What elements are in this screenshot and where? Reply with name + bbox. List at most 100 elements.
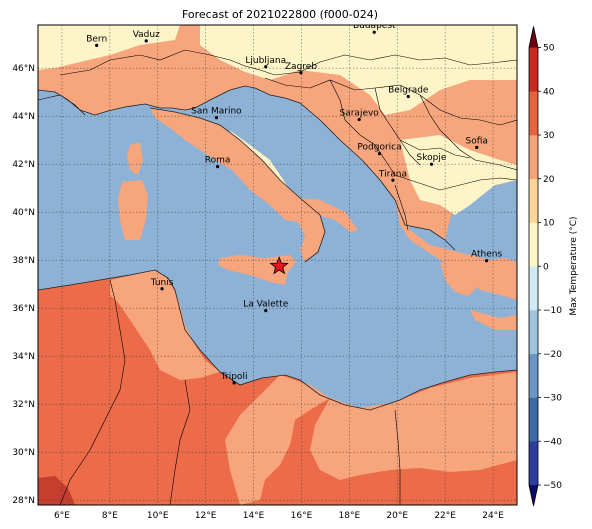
longitude-tick-label: 22°E <box>434 511 456 521</box>
city-label: Ljubljana <box>245 56 286 66</box>
colorbar-tick-label: −10 <box>543 306 562 316</box>
colorbar-tick-label: −40 <box>543 437 562 447</box>
latitude-tick-label: 44°N <box>12 112 35 122</box>
city-label: La Valette <box>243 300 288 310</box>
latitude-tick-label: 28°N <box>12 496 35 506</box>
city-label: Belgrade <box>388 86 429 96</box>
city-marker <box>216 165 220 169</box>
colorbar-segment <box>529 47 538 92</box>
longitude-tick-label: 16°E <box>291 511 313 521</box>
city-marker <box>391 178 395 182</box>
cold-region-west <box>38 25 180 70</box>
city-marker <box>377 152 382 156</box>
colorbar: 50 40 30 20 10 0 −10 −20 −30 −40 −50 <box>528 26 562 507</box>
italy-land <box>150 108 325 262</box>
colorbar-segment <box>529 266 538 311</box>
city-marker <box>232 381 236 385</box>
coastlines <box>38 85 517 411</box>
map-title: Forecast of 2021022800 (f000-024) <box>182 8 378 21</box>
colorbar-tick-label: 10 <box>543 219 555 229</box>
hot-spot-south-west <box>38 476 75 505</box>
latitude-tick-label: 36°N <box>12 304 35 314</box>
colorbar-tick-label: 20 <box>543 175 555 185</box>
colorbar-tick-label: 50 <box>543 44 555 54</box>
longitude-tick-label: 12°E <box>195 511 217 521</box>
city-marker <box>264 309 268 313</box>
longitude-tick-label: 6°E <box>54 511 70 521</box>
colorbar-tick-label: −30 <box>543 394 562 404</box>
colorbar-segment <box>529 441 538 486</box>
crete-land <box>470 310 517 330</box>
city-label: Sofia <box>466 136 488 146</box>
colorbar-over-arrow <box>529 26 538 48</box>
cold-region-balkans <box>400 135 517 215</box>
latitude-tick-label: 32°N <box>12 400 35 410</box>
latitude-tick-label: 42°N <box>12 160 35 170</box>
city-label: Zagreb <box>285 62 317 72</box>
corsica-land <box>127 142 143 175</box>
city-label: Vaduz <box>133 30 160 40</box>
forecast-point-star-icon <box>269 256 289 275</box>
latitude-tick-label: 40°N <box>12 208 35 218</box>
longitude-tick-label: 8°E <box>102 511 118 521</box>
colorbar-segment <box>529 222 538 267</box>
city-label: Tunis <box>150 278 174 288</box>
latitude-tick-label: 34°N <box>12 352 35 362</box>
city-marker <box>475 145 479 149</box>
borders <box>38 49 517 505</box>
colorbar-tick-label: 30 <box>543 131 555 141</box>
city-label: Athens <box>471 250 502 260</box>
city-label: Roma <box>205 156 231 166</box>
city-marker <box>406 94 410 99</box>
sardinia-land <box>118 180 148 240</box>
city-marker <box>357 117 361 122</box>
colorbar-tick-label: 40 <box>543 87 555 97</box>
colorbar-segment <box>529 91 538 136</box>
city-label: Budapest <box>353 21 396 31</box>
egypt-mild-region <box>310 372 517 480</box>
greece-land <box>395 200 517 300</box>
city-label: Tirana <box>378 169 407 179</box>
colorbar-segment <box>529 397 538 442</box>
city-marker <box>372 30 376 34</box>
latitude-tick-labels: 46°N 44°N 42°N 40°N 38°N 36°N 34°N 32°N 30°N 28°N <box>12 64 35 506</box>
city-marker <box>264 65 268 69</box>
city-marker <box>144 39 148 43</box>
colorbar-label: Max Temperature (°C) <box>569 216 579 315</box>
libya-coast-mild <box>225 375 330 505</box>
city-marker <box>429 162 434 166</box>
sicily-land <box>218 255 296 285</box>
map-frame <box>37 24 518 506</box>
city-marker <box>299 71 303 75</box>
latitude-tick-label: 38°N <box>12 256 35 266</box>
cold-region-alps <box>200 25 517 115</box>
colorbar-segment <box>529 310 538 355</box>
colorbar-tick-label: 0 <box>543 262 549 272</box>
colorbar-tick-label: −50 <box>543 481 562 491</box>
colorbar-segment <box>529 353 538 398</box>
tunisia-mild-region <box>110 270 220 380</box>
longitude-tick-label: 18°E <box>339 511 361 521</box>
colorbar-under-arrow <box>529 485 538 506</box>
city-label: Sarajevo <box>340 109 380 119</box>
city-marker <box>214 116 219 120</box>
longitude-tick-label: 20°E <box>386 511 408 521</box>
city-label: Skopje <box>417 153 447 163</box>
gridlines <box>38 25 517 505</box>
city-marker <box>160 287 164 291</box>
city-marker <box>95 43 99 48</box>
latitude-tick-label: 30°N <box>12 448 35 458</box>
city-label: Tripoli <box>220 372 248 382</box>
city-label: Podgorica <box>357 143 401 153</box>
longitude-tick-label: 24°E <box>482 511 504 521</box>
colorbar-segment <box>529 135 538 180</box>
latitude-tick-label: 46°N <box>12 64 35 74</box>
longitude-tick-labels: 6°E 8°E 10°E 12°E 14°E 16°E 18°E 20°E 22°E 24°E <box>54 511 504 521</box>
city-label: San Marino <box>191 107 242 117</box>
colorbar-segment <box>529 178 538 223</box>
city-marker <box>484 259 489 263</box>
apulia-land <box>300 198 358 232</box>
